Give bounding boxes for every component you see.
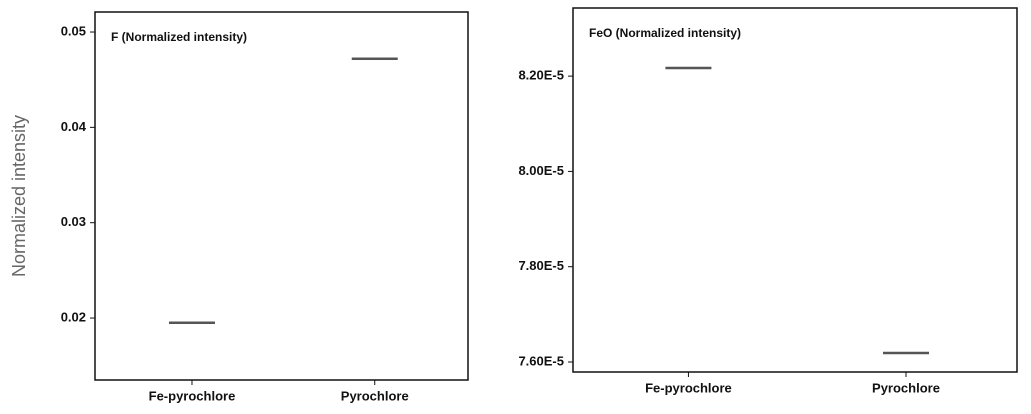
y-tick-label: 8.00E-5 <box>518 163 564 178</box>
y-tick-label: 0.05 <box>61 23 86 38</box>
chart-title: F (Normalized intensity) <box>111 30 247 44</box>
y-axis-label: Normalized intensity <box>9 115 29 277</box>
y-tick-label: 0.03 <box>61 214 86 229</box>
y-tick-label: 0.02 <box>61 309 86 324</box>
x-tick-label: Fe-pyrochlore <box>149 388 236 403</box>
y-tick-label: 7.60E-5 <box>518 353 564 368</box>
y-tick-label: 0.04 <box>61 119 87 134</box>
x-tick-label: Pyrochlore <box>341 388 409 403</box>
x-tick-label: Pyrochlore <box>872 380 940 395</box>
plot-frame <box>572 7 1018 373</box>
y-tick-label: 7.80E-5 <box>518 258 564 273</box>
x-tick-label: Fe-pyrochlore <box>645 380 732 395</box>
y-tick-label: 8.20E-5 <box>518 68 564 83</box>
plot-frame <box>94 11 469 381</box>
chart-title: FeO (Normalized intensity) <box>589 26 741 40</box>
